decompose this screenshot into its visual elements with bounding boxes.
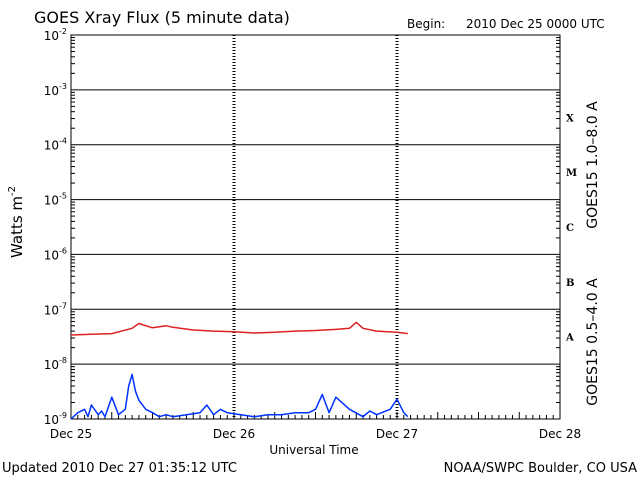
x-tick-label: Dec 28: [539, 427, 581, 441]
y-tick-label: 10-2: [44, 27, 67, 43]
y-tick-label: 10-6: [44, 246, 67, 262]
series-line-1: [70, 373, 409, 420]
y-tick-label: 10-3: [44, 82, 67, 98]
credit-text: NOAA/SWPC Boulder, CO USA: [444, 461, 637, 476]
begin-value: 2010 Dec 25 0000 UTC: [466, 17, 605, 31]
y-tick-label: 10-7: [44, 301, 67, 317]
flare-class-B: B: [566, 278, 574, 289]
flare-class-C: C: [566, 223, 574, 234]
series-line-0: [70, 321, 408, 336]
x-tick-label: Dec 25: [50, 427, 92, 441]
x-tick-label: Dec 27: [376, 427, 418, 441]
vertical-day-separators: [232, 35, 399, 419]
y-axis-ticks: 10-9 10-8 10-7 10-6 10-5 10-4 10-3 10-2: [44, 27, 560, 427]
legend-long-channel: GOES15 1.0–8.0 A: [585, 101, 601, 229]
y-tick-label: 10-9: [44, 411, 67, 427]
updated-timestamp: Updated 2010 Dec 27 01:35:12 UTC: [2, 461, 237, 476]
begin-label: Begin:: [407, 17, 445, 31]
chart-title: GOES Xray Flux (5 minute data): [34, 8, 290, 27]
x-tick-label: Dec 26: [213, 427, 255, 441]
flare-class-M: M: [566, 168, 577, 179]
y-tick-label: 10-8: [44, 356, 67, 372]
flare-class-labels: A B C M X: [565, 113, 577, 343]
y-tick-label: 10-5: [44, 192, 67, 208]
x-axis-label: Universal Time: [269, 443, 358, 457]
plot-frame: [70, 34, 561, 420]
legend-short-channel: GOES15 0.5–4.0 A: [585, 278, 601, 406]
flare-class-X: X: [566, 113, 574, 124]
y-tick-label: 10-4: [44, 137, 67, 153]
flare-class-A: A: [565, 333, 574, 344]
data-series: [70, 321, 409, 420]
horizontal-gridlines: [71, 89, 560, 365]
y-axis-label: Watts m-2: [7, 186, 26, 258]
x-axis-ticks: Dec 25 Dec 26 Dec 27 Dec 28: [50, 412, 581, 441]
